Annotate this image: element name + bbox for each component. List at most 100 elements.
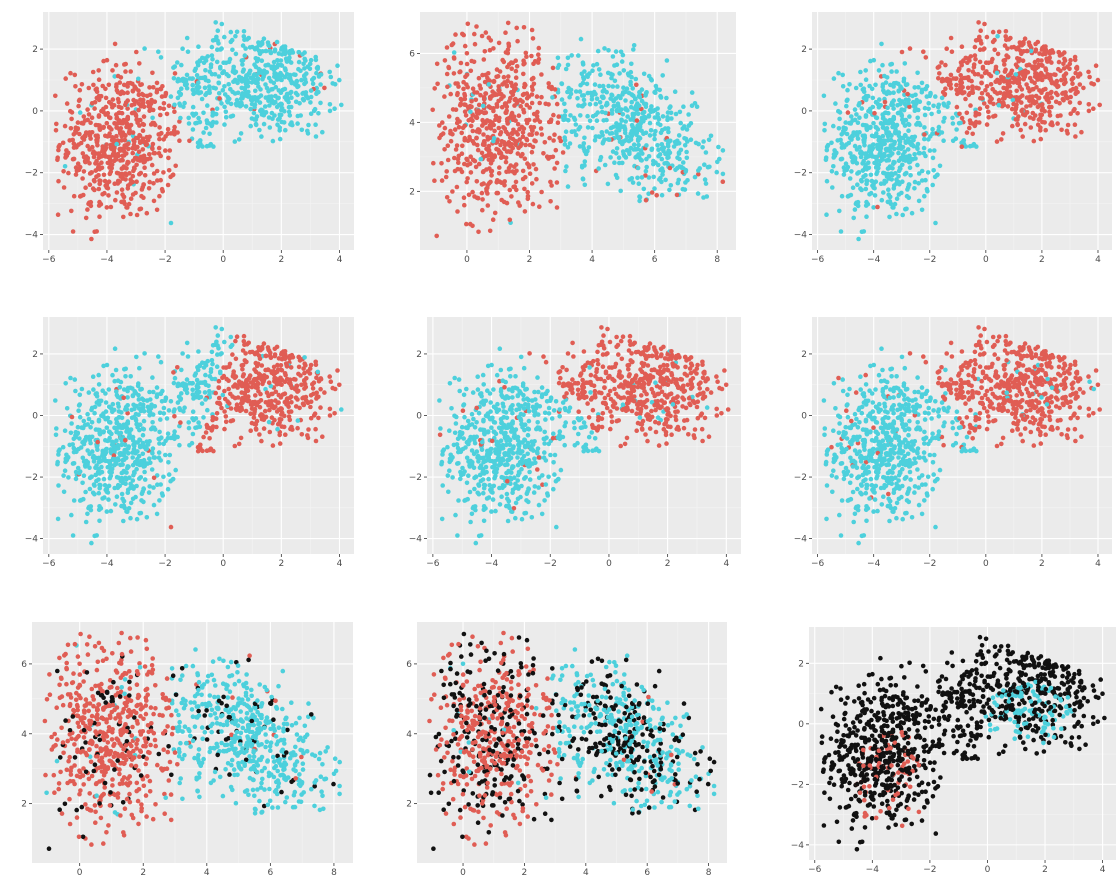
data-point xyxy=(524,54,529,59)
data-point xyxy=(244,93,249,98)
data-point xyxy=(308,100,313,105)
data-point xyxy=(184,340,190,346)
data-point xyxy=(944,46,949,51)
data-point xyxy=(915,115,920,121)
data-point xyxy=(926,106,931,112)
data-point xyxy=(214,411,220,416)
data-point xyxy=(256,347,262,352)
data-point xyxy=(208,64,214,70)
data-point xyxy=(701,139,706,144)
data-point xyxy=(195,62,201,68)
data-point xyxy=(265,367,271,372)
data-point xyxy=(101,58,106,64)
data-point xyxy=(899,86,904,91)
data-point xyxy=(136,406,142,411)
data-point xyxy=(979,74,984,79)
data-point xyxy=(668,138,673,144)
data-point xyxy=(513,82,518,87)
data-point xyxy=(442,94,447,99)
data-point xyxy=(560,150,566,155)
data-point xyxy=(458,96,464,102)
data-point xyxy=(651,158,656,164)
data-point xyxy=(244,377,249,383)
data-point xyxy=(1056,59,1062,65)
data-point xyxy=(259,134,264,139)
data-point xyxy=(213,416,219,422)
data-point xyxy=(250,380,256,386)
data-point xyxy=(563,108,568,114)
data-point xyxy=(110,401,116,407)
data-point xyxy=(464,221,469,227)
data-point xyxy=(1025,85,1031,91)
data-point xyxy=(69,414,75,420)
data-point xyxy=(140,432,146,438)
data-point xyxy=(232,443,238,449)
data-point xyxy=(93,122,99,128)
data-point xyxy=(905,91,910,97)
data-point xyxy=(296,364,302,370)
data-point xyxy=(432,178,437,183)
data-point xyxy=(257,51,263,57)
data-point xyxy=(996,97,1002,103)
data-point xyxy=(655,162,661,168)
data-point xyxy=(672,139,678,145)
data-point xyxy=(552,132,557,137)
data-point xyxy=(178,115,183,121)
data-point xyxy=(556,62,562,68)
data-point xyxy=(310,81,316,86)
data-point xyxy=(882,99,888,105)
data-point xyxy=(200,144,205,149)
data-point xyxy=(896,130,902,135)
data-point xyxy=(491,108,496,114)
data-point xyxy=(77,436,82,441)
data-point xyxy=(990,39,996,45)
data-point xyxy=(884,148,889,153)
data-point xyxy=(916,171,922,176)
data-point xyxy=(243,408,249,414)
data-point xyxy=(901,76,907,82)
data-point xyxy=(223,109,229,115)
data-point xyxy=(83,464,88,469)
data-point xyxy=(1002,43,1008,48)
data-point xyxy=(195,144,201,149)
data-point xyxy=(97,214,102,219)
data-point xyxy=(130,455,135,460)
data-point xyxy=(639,87,645,92)
data-point xyxy=(64,101,70,106)
data-point xyxy=(123,438,128,443)
data-point xyxy=(587,102,593,107)
data-point xyxy=(864,127,870,132)
data-point xyxy=(202,390,208,395)
data-point xyxy=(476,229,481,235)
data-point xyxy=(172,102,177,108)
data-point xyxy=(480,103,486,109)
data-point xyxy=(889,133,894,139)
data-point xyxy=(1043,44,1048,49)
data-point xyxy=(852,107,858,112)
data-point xyxy=(684,155,690,161)
data-point xyxy=(856,236,861,242)
data-point xyxy=(894,181,899,186)
data-point xyxy=(120,157,125,163)
data-point xyxy=(253,360,259,366)
data-point xyxy=(573,132,579,138)
data-point xyxy=(667,105,672,111)
data-point xyxy=(282,349,288,354)
data-point xyxy=(150,420,155,425)
data-point xyxy=(976,20,981,25)
data-point xyxy=(110,68,115,73)
data-point xyxy=(505,119,510,124)
data-point xyxy=(262,408,268,414)
data-point xyxy=(70,533,76,538)
data-point xyxy=(1029,96,1034,102)
data-point xyxy=(92,179,97,184)
data-point xyxy=(327,108,333,114)
data-point xyxy=(894,196,900,201)
data-point xyxy=(902,61,908,66)
data-point xyxy=(885,105,890,111)
data-point xyxy=(210,38,216,43)
data-point xyxy=(107,429,113,435)
data-point xyxy=(146,186,152,191)
data-point xyxy=(133,86,139,91)
data-point xyxy=(514,187,519,193)
